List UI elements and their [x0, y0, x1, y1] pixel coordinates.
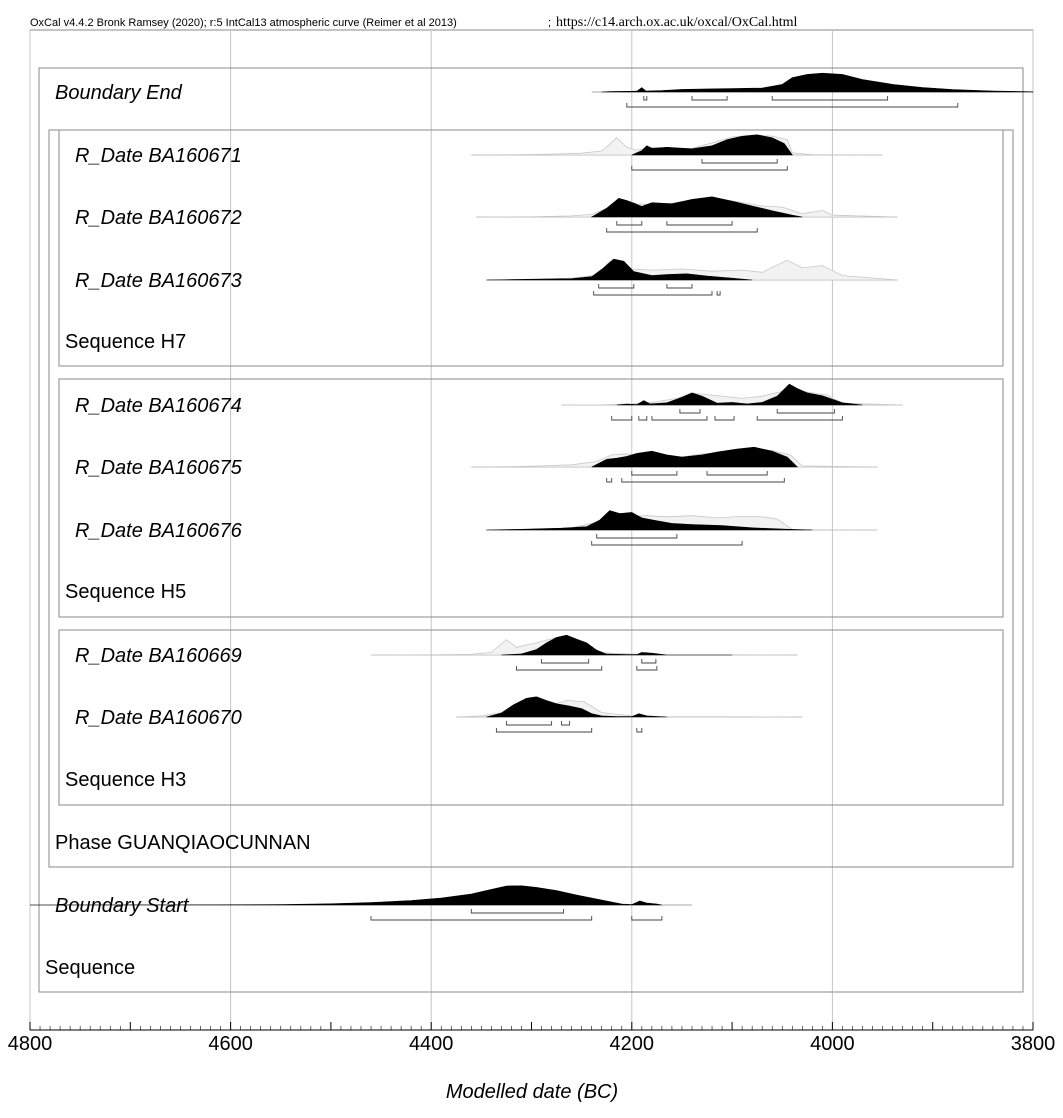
boundary-start-range-95-0	[370, 916, 593, 921]
group-box-phase-guanqiaocunnan	[48, 129, 1014, 868]
r-date-ba160676-range-95-0	[591, 541, 743, 546]
r-date-ba160670-range-68-0	[505, 721, 553, 726]
r-date-ba160673-likelihood	[491, 259, 898, 281]
group-box-sequence-h3	[58, 629, 1004, 806]
r-date-ba160669-posterior	[501, 634, 733, 656]
group-box-sequence-h5	[58, 378, 1004, 618]
r-date-ba160673-posterior	[486, 258, 753, 281]
header-software: OxCal v4.4.2 Bronk Ramsey (2020); r:5 In…	[30, 17, 457, 29]
r-date-ba160670-range-95-1	[636, 728, 643, 733]
boundary-start-posterior	[29, 885, 662, 906]
r-date-ba160674-range-95-3	[714, 416, 735, 421]
group-box-sequence	[38, 67, 1024, 993]
r-date-ba160672-label: R_Date BA160672	[75, 207, 242, 229]
r-date-ba160675-range-68-0	[631, 471, 678, 476]
boundary-start-range-95-1	[631, 916, 663, 921]
r-date-ba160676-posterior	[486, 510, 813, 531]
r-date-ba160669-label: R_Date BA160669	[75, 645, 242, 667]
header-separator: ;	[548, 17, 551, 29]
r-date-ba160669-range-95-0	[516, 666, 603, 671]
r-date-ba160676-likelihood	[486, 515, 878, 531]
r-date-ba160674-range-68-1	[776, 409, 835, 414]
r-date-ba160672-range-68-0	[616, 221, 643, 226]
r-date-ba160672-range-68-1	[666, 221, 733, 226]
r-date-ba160671-range-68-0	[701, 159, 778, 164]
r-date-ba160674-range-95-1	[638, 416, 648, 421]
r-date-ba160675-range-68-1	[706, 471, 768, 476]
r-date-ba160673-label: R_Date BA160673	[75, 270, 242, 292]
r-date-ba160675-label: R_Date BA160675	[75, 457, 243, 479]
r-date-ba160674-range-95-2	[651, 416, 708, 421]
group-label-sequence: Sequence	[45, 957, 135, 979]
r-date-ba160672-range-95-0	[606, 228, 758, 233]
r-date-ba160671-posterior	[631, 134, 793, 156]
group-label-sequence-h5: Sequence H5	[65, 581, 186, 603]
boundary-end-posterior	[601, 72, 1034, 93]
r-date-ba160669-range-68-0	[541, 659, 590, 664]
x-tick-label-4600: 4600	[208, 1033, 253, 1055]
r-date-ba160674-range-95-0	[611, 416, 633, 421]
r-date-ba160675-posterior	[591, 446, 799, 468]
x-tick-label-3800: 3800	[1011, 1033, 1056, 1055]
x-tick-label-4200: 4200	[610, 1033, 655, 1055]
boundary-start-range-68-0	[470, 909, 565, 914]
boundary-end-range-68-2	[771, 96, 889, 101]
group-label-phase-guanqiaocunnan: Phase GUANQIAOCUNNAN	[55, 832, 311, 854]
r-date-ba160674-label: R_Date BA160674	[75, 395, 242, 417]
distributions	[29, 72, 1034, 906]
x-tick-label-4800: 4800	[8, 1033, 53, 1055]
row-labels: Sequence Phase GUANQIAOCUNNAN Sequence H7 S…	[45, 82, 311, 979]
group-boxes	[38, 67, 1024, 993]
r-date-ba160672-posterior	[590, 196, 803, 218]
boundary-start-label: Boundary Start	[55, 895, 190, 917]
r-date-ba160675-range-95-0	[606, 478, 613, 483]
r-date-ba160673-range-95-1	[716, 291, 721, 296]
r-date-ba160673-range-68-0	[598, 284, 635, 289]
r-date-ba160671-range-95-0	[631, 166, 788, 171]
grid-lines	[29, 30, 1034, 1030]
x-tick-label-4000: 4000	[810, 1033, 855, 1055]
r-date-ba160671-label: R_Date BA160671	[75, 145, 242, 167]
group-box-sequence-h7	[58, 129, 1004, 367]
r-date-ba160670-range-95-0	[495, 728, 593, 733]
r-date-ba160670-label: R_Date BA160670	[75, 707, 242, 729]
x-axis: 4800 4600 4400 4200 4000 3800	[8, 1022, 1056, 1055]
boundary-end-range-68-1	[691, 96, 728, 101]
r-date-ba160670-posterior	[486, 696, 667, 718]
r-date-ba160674-posterior	[616, 383, 863, 406]
group-label-sequence-h3: Sequence H3	[65, 769, 186, 791]
range-brackets	[370, 96, 959, 921]
r-date-ba160673-range-95-0	[593, 291, 713, 296]
r-date-ba160669-range-95-1	[636, 666, 658, 671]
x-axis-title: Modelled date (BC)	[446, 1081, 618, 1103]
group-label-sequence-h7: Sequence H7	[65, 331, 186, 353]
r-date-ba160670-range-68-1	[561, 721, 571, 726]
x-tick-label-4400: 4400	[409, 1033, 454, 1055]
boundary-end-range-95-0	[626, 103, 959, 108]
r-date-ba160676-range-68-0	[596, 534, 678, 539]
header-url: https://c14.arch.ox.ac.uk/oxcal/OxCal.ht…	[556, 15, 798, 30]
r-date-ba160674-range-68-0	[679, 409, 701, 414]
r-date-ba160674-range-95-4	[756, 416, 843, 421]
r-date-ba160669-range-68-1	[641, 659, 657, 664]
r-date-ba160676-label: R_Date BA160676	[75, 520, 243, 542]
r-date-ba160675-range-95-1	[621, 478, 785, 483]
r-date-ba160673-range-68-1	[666, 284, 693, 289]
boundary-end-label: Boundary End	[55, 82, 183, 104]
boundary-end-range-68-0	[643, 96, 648, 101]
